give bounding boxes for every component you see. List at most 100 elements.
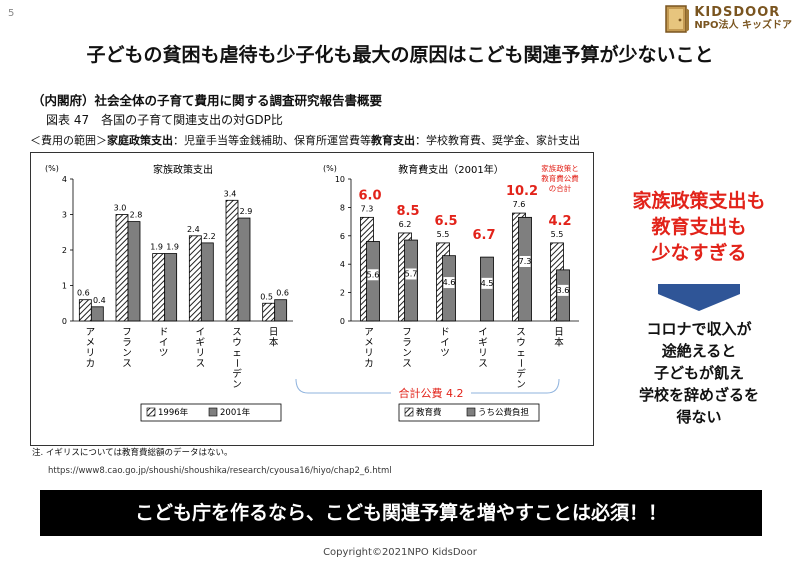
total-public-label: 6.7 [472,228,495,243]
copyright: Copyright©2021NPO KidsDoor [323,547,477,558]
category-label-char: ウ [516,338,526,349]
category-label-char: デ [232,368,242,380]
category-label-char: ア [364,327,374,338]
scope-edu-label: 教育支出 [371,134,415,147]
y-tick-label: 6 [340,232,345,241]
category-label-char: イ [196,327,206,338]
legend-swatch-gray [208,407,218,417]
message-line: 学校を辞めざるを [638,386,759,404]
category-label: 日本 [554,327,564,349]
bar-label: 2.2 [203,232,216,241]
bar-label: 2.9 [240,207,253,216]
message-line: 得ない [676,408,722,426]
category-label-char: イ [478,327,488,338]
category-label-char: メ [86,338,96,349]
bar-うち公費負担 [366,241,380,322]
bar-うち公費負担 [404,239,418,322]
chart-panel: 家族政策支出 (%) 0 1 2 3 4 0.6 0.4 アメリカ 3.0 2.8 フランス 1.9 1.9… [30,152,594,446]
japan-note-line: 家族政策と [541,163,579,173]
category-label-char: ド [159,327,169,338]
category-label-char: ド [440,327,450,338]
category-label-char: ギ [196,338,206,349]
bar-label-bg [367,269,379,281]
category-label-char: ェ [232,348,242,359]
bar-label: 2.4 [187,225,200,234]
source-url[interactable]: https://www8.cao.go.jp/shoushi/shoushika… [48,466,392,476]
chart-title: 家族政策支出 [153,163,213,176]
key-message-line: 少なすぎる [651,242,747,264]
bar-label-bg [519,255,531,267]
bar-うち公費負担 [480,256,494,322]
total-public-label: 4.2 [548,214,571,229]
bar-label: 2.8 [130,211,143,220]
category-label-char: ン [122,348,132,359]
legend-label: うち公費負担 [478,407,530,418]
bar-1996年 [188,235,202,322]
category-label: 日本 [269,327,279,349]
category-label-char: ス [232,327,242,338]
bar-label-bg [405,268,417,280]
bar-1996年 [262,302,276,322]
y-tick-label: 2 [62,246,67,255]
bar-1996年 [152,253,166,322]
category-label-char: ス [196,359,206,370]
bar-2001年 [200,242,214,322]
scope-family-text: ：児童手当等金銭補助、保育所運営費等 [173,134,371,147]
category-label-char: リ [364,348,374,359]
message-line: 子どもが飢え [653,364,744,382]
bar-2001年 [237,217,251,322]
category-label-char: 日 [554,327,564,338]
category-label-char: カ [364,359,374,370]
bar-label: 4.6 [443,278,456,287]
logo-org-name: NPO法人 キッズドア [694,20,792,31]
category-label-char: 日 [269,327,279,338]
y-tick-label: 0 [340,317,345,326]
category-label-char: カ [86,359,96,370]
category-label-char: ウ [232,338,242,349]
category-label-char: デ [516,368,526,380]
y-tick-label: 4 [340,260,345,269]
key-message-black: コロナで収入が 途絶えると 子どもが飢え 学校を辞めざるを 得ない [604,318,794,428]
figure-title: 図表 47 各国の子育て関連支出の対GDP比 [46,113,283,127]
legend-swatch-gray [466,407,476,417]
bar-label: 0.4 [93,296,106,305]
bar-1996年 [225,199,239,322]
category-label-char: 本 [554,337,564,349]
y-tick-label: 0 [62,317,67,326]
key-message-red: 家族政策支出も 教育支出も 少なすぎる [604,188,794,266]
bar-label: 0.6 [276,289,289,298]
category-label-char: メ [364,338,374,349]
bar-2001年 [164,253,178,322]
category-label-char: ス [478,359,488,370]
category-label-char: ツ [159,348,169,359]
category-label-char: フ [402,327,412,338]
report-subtitle: （内閣府）社会全体の子育て費用に関する調査研究報告書概要 [32,93,383,108]
scope-edu-text: ：学校教育費、奨学金、家計支出 [415,134,580,147]
bar-label-bg [557,284,569,296]
bracket-label-bg [391,383,471,399]
door-icon [664,4,690,34]
bar-label: 5.5 [551,230,564,239]
category-label: ドイツ [159,327,169,359]
category-label-char: ス [402,359,412,370]
total-public-label: 10.2 [506,184,538,199]
category-label-char: ン [232,380,242,391]
category-label: イギリス [478,327,488,370]
y-tick-label: 10 [335,175,345,184]
bar-label: 6.2 [399,220,412,229]
bar-2001年 [274,299,288,322]
category-label-char: 本 [269,337,279,349]
bar-label: 3.0 [114,204,127,213]
total-public-label: 6.5 [434,214,457,229]
bar-2001年 [127,221,141,322]
logo-wordmark: KIDSDOOR [694,5,781,20]
bar-うち公費負担 [442,255,456,322]
category-label-char: リ [196,348,206,359]
category-label-char: ス [122,359,132,370]
bar-label-bg [443,277,455,289]
